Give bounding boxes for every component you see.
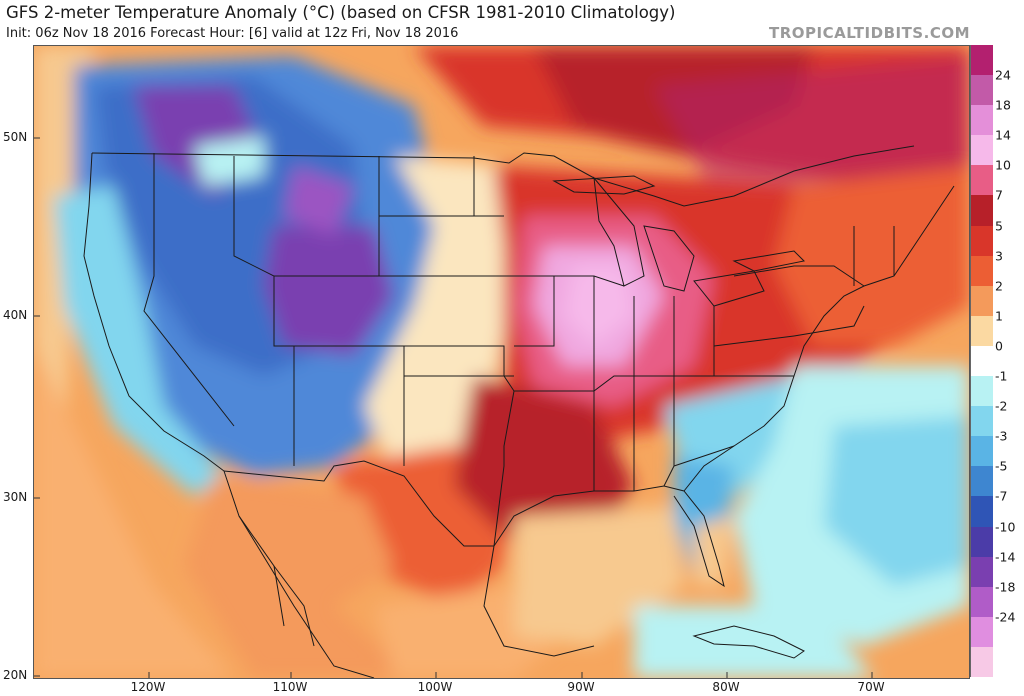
colorbar-label: -10 <box>995 519 1016 535</box>
colorbar-label: -5 <box>995 458 1008 474</box>
colorbar-label: -2 <box>995 398 1008 414</box>
colorbar-swatch <box>970 376 993 407</box>
anomaly-field <box>34 46 969 678</box>
colorbar-swatch <box>970 436 993 467</box>
colorbar-swatch <box>970 315 993 347</box>
colorbar-swatch <box>970 345 993 377</box>
source-credit: TROPICALTIDBITS.COM <box>769 24 970 42</box>
longitude-label: 70W <box>857 680 885 694</box>
colorbar-swatch <box>970 646 993 678</box>
colorbar-swatch <box>970 135 993 166</box>
colorbar-swatch <box>970 406 993 437</box>
colorbar-swatch <box>970 165 993 196</box>
geographic-boundaries <box>83 145 955 678</box>
anomaly-map <box>33 45 970 679</box>
colorbar-label: -7 <box>995 488 1008 504</box>
colorbar-swatch <box>970 255 993 287</box>
map-canvas <box>34 46 969 678</box>
colorbar-label: -14 <box>995 549 1016 565</box>
graticule-ticks <box>34 137 873 678</box>
colorbar-swatch <box>970 45 993 76</box>
colorbar-label: -18 <box>995 579 1016 595</box>
colorbar-swatch <box>970 285 993 317</box>
colorbar-swatch <box>970 496 993 528</box>
latitude-label: 30N <box>3 490 28 504</box>
latitude-label: 50N <box>3 130 28 144</box>
longitude-label: 110W <box>272 680 308 694</box>
colorbar-label: -24 <box>995 609 1016 625</box>
longitude-label: 100W <box>417 680 453 694</box>
colorbar-label: -3 <box>995 428 1008 444</box>
colorbar-swatch <box>970 225 993 257</box>
map-title: GFS 2-meter Temperature Anomaly (°C) (ba… <box>6 3 676 22</box>
colorbar-swatch <box>970 556 993 588</box>
colorbar-label: 24 <box>995 67 1011 83</box>
colorbar-label: 18 <box>995 97 1011 113</box>
colorbar-label: 10 <box>995 157 1011 173</box>
colorbar-swatch <box>970 466 993 497</box>
colorbar-swatch <box>970 105 993 136</box>
longitude-label: 80W <box>712 680 740 694</box>
longitude-label: 120W <box>130 680 166 694</box>
colorbar-label: 7 <box>995 187 1003 203</box>
latitude-label: 40N <box>3 308 28 322</box>
latitude-label: 20N <box>3 668 28 682</box>
colorbar-label: 14 <box>995 127 1011 143</box>
longitude-label: 90W <box>567 680 595 694</box>
colorbar-swatch <box>970 195 993 227</box>
colorbar-label: 0 <box>995 338 1003 354</box>
colorbar-swatch <box>970 526 993 558</box>
colorbar-label: 1 <box>995 308 1003 324</box>
colorbar-label: -1 <box>995 368 1008 384</box>
colorbar-swatch <box>970 75 993 106</box>
colorbar-label: 3 <box>995 248 1003 264</box>
colorbar-label: 2 <box>995 278 1003 294</box>
colorbar-swatch <box>970 616 993 648</box>
colorbar-swatch <box>970 586 993 618</box>
temperature-anomaly-colorbar: 24 18 14 10 7 5 3 2 1 0 -1 -2 -3 -5 -7 -10 -14 -18 -24 <box>970 45 1020 678</box>
forecast-subtitle: Init: 06z Nov 18 2016 Forecast Hour: [6]… <box>6 26 459 41</box>
colorbar-label: 5 <box>995 218 1003 234</box>
